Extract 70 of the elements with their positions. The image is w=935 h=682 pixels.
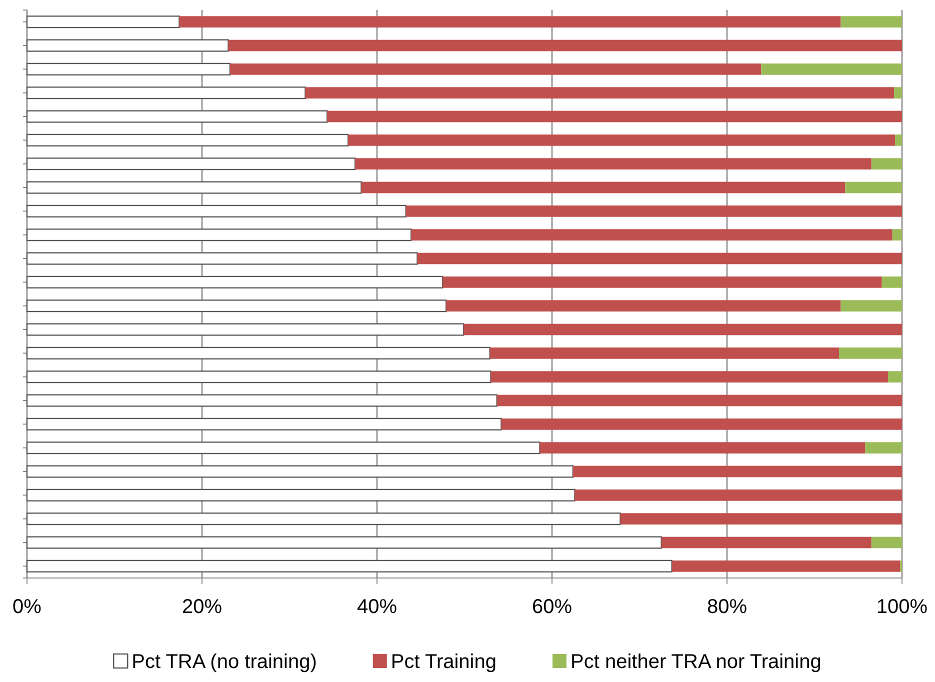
bar — [490, 371, 888, 383]
bar — [26, 418, 502, 430]
bar — [179, 16, 841, 28]
bar — [411, 229, 892, 241]
bar — [446, 300, 841, 312]
legend-label: Pct TRA (no training) — [132, 651, 317, 673]
x-tick-label: 60% — [532, 596, 572, 618]
bar — [761, 63, 902, 75]
bar — [305, 87, 894, 99]
bar — [26, 488, 576, 502]
bar — [26, 536, 662, 549]
bar — [26, 204, 406, 218]
bar — [865, 442, 902, 454]
x-tick-label: 80% — [706, 596, 748, 618]
bar — [26, 346, 490, 360]
legend-label: Pct Training — [390, 651, 496, 673]
bar — [490, 347, 839, 359]
bar — [361, 182, 846, 194]
bar — [26, 370, 492, 384]
bar — [26, 62, 231, 76]
bar — [26, 512, 621, 526]
bar — [895, 134, 902, 146]
bar — [26, 181, 362, 194]
bar — [845, 182, 902, 194]
bar — [26, 110, 328, 123]
bar — [442, 276, 882, 288]
bar — [228, 40, 902, 52]
bar — [840, 300, 902, 312]
x-tick-label: 100% — [876, 596, 928, 618]
bar — [839, 347, 902, 359]
bar — [26, 158, 356, 170]
bar — [26, 394, 498, 407]
bar — [355, 158, 872, 170]
bar — [230, 63, 762, 75]
bar — [894, 87, 902, 99]
bar — [26, 39, 229, 52]
x-tick-label: 0% — [12, 596, 42, 618]
x-tick-label: 40% — [356, 596, 398, 618]
bar — [892, 229, 902, 241]
bar — [620, 513, 902, 525]
bar — [348, 134, 895, 146]
bar — [672, 560, 900, 572]
bar — [496, 394, 902, 406]
bar — [26, 252, 418, 265]
bar — [540, 442, 866, 454]
bar — [26, 86, 306, 100]
bar — [327, 110, 902, 122]
bar — [464, 324, 902, 336]
bar — [26, 560, 672, 572]
bar — [26, 442, 540, 454]
x-tick-label: 20% — [182, 596, 222, 618]
bar — [574, 489, 902, 501]
bar — [406, 205, 902, 217]
bar — [882, 276, 902, 288]
bar — [888, 371, 902, 383]
bar — [26, 16, 180, 28]
bar — [26, 228, 412, 242]
legend-label: Pct neither TRA nor Training — [570, 651, 822, 673]
bar — [501, 418, 902, 430]
bar — [573, 466, 902, 478]
bar — [871, 158, 902, 170]
bar — [871, 536, 902, 548]
bar — [26, 323, 464, 336]
bar — [417, 252, 902, 264]
bar — [661, 536, 872, 548]
bar — [840, 16, 902, 28]
bar — [26, 134, 349, 146]
bar — [26, 465, 574, 478]
bar — [26, 276, 444, 288]
bar — [26, 300, 447, 312]
